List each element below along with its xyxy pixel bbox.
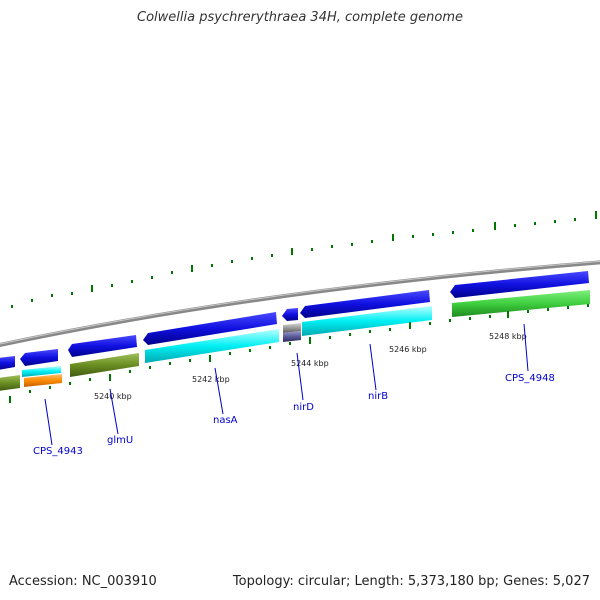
feature-block[interactable] <box>70 353 139 377</box>
gene-leader-lines <box>44 323 529 446</box>
feature-block[interactable] <box>145 329 279 363</box>
scale-label-5242: 5242 kbp <box>192 375 230 384</box>
scale-label-5248: 5248 kbp <box>489 332 527 341</box>
gene-label-nirb[interactable]: nirB <box>368 391 388 402</box>
gene-labels: CPS_4943 glmU nasA nirD nirB CPS_4948 <box>33 373 555 457</box>
feature-block[interactable] <box>24 374 62 387</box>
genome-title: Colwellia psychrerythraea 34H, complete … <box>137 10 463 25</box>
genome-summary-text: Topology: circular; Length: 5,373,180 bp… <box>232 574 590 589</box>
feature-block[interactable] <box>283 323 301 333</box>
feature-block[interactable] <box>452 290 590 317</box>
gene-label-cps4943[interactable]: CPS_4943 <box>33 446 83 457</box>
genome-backbone <box>0 260 600 347</box>
gene-arrow[interactable] <box>450 271 589 298</box>
feature-block[interactable] <box>22 366 61 377</box>
feature-row <box>0 290 590 391</box>
forward-strand-genes <box>0 271 589 370</box>
gene-arrow[interactable] <box>0 356 15 370</box>
gene-arrow[interactable] <box>143 312 277 345</box>
scale-label-5246: 5246 kbp <box>389 345 427 354</box>
gene-arrow[interactable] <box>68 335 137 357</box>
scale-label-5244: 5244 kbp <box>291 359 329 368</box>
gene-label-nird[interactable]: nirD <box>293 402 314 413</box>
gene-arrow[interactable] <box>282 308 298 321</box>
gene-label-nasa[interactable]: nasA <box>213 415 238 426</box>
inner-tick-ring <box>9 304 589 403</box>
feature-block[interactable] <box>0 375 20 391</box>
scale-label-5240: 5240 kbp <box>94 392 132 401</box>
gene-arrow[interactable] <box>300 290 430 318</box>
gene-arrow[interactable] <box>20 349 58 366</box>
feature-block[interactable] <box>283 331 301 342</box>
gene-label-cps4948[interactable]: CPS_4948 <box>505 373 555 384</box>
gene-label-glmu[interactable]: glmU <box>107 435 133 446</box>
outer-tick-ring <box>11 211 597 308</box>
scale-labels: 5240 kbp 5242 kbp 5244 kbp 5246 kbp 5248… <box>94 332 527 401</box>
feature-block[interactable] <box>302 306 432 336</box>
accession-text: Accession: NC_003910 <box>9 574 157 589</box>
